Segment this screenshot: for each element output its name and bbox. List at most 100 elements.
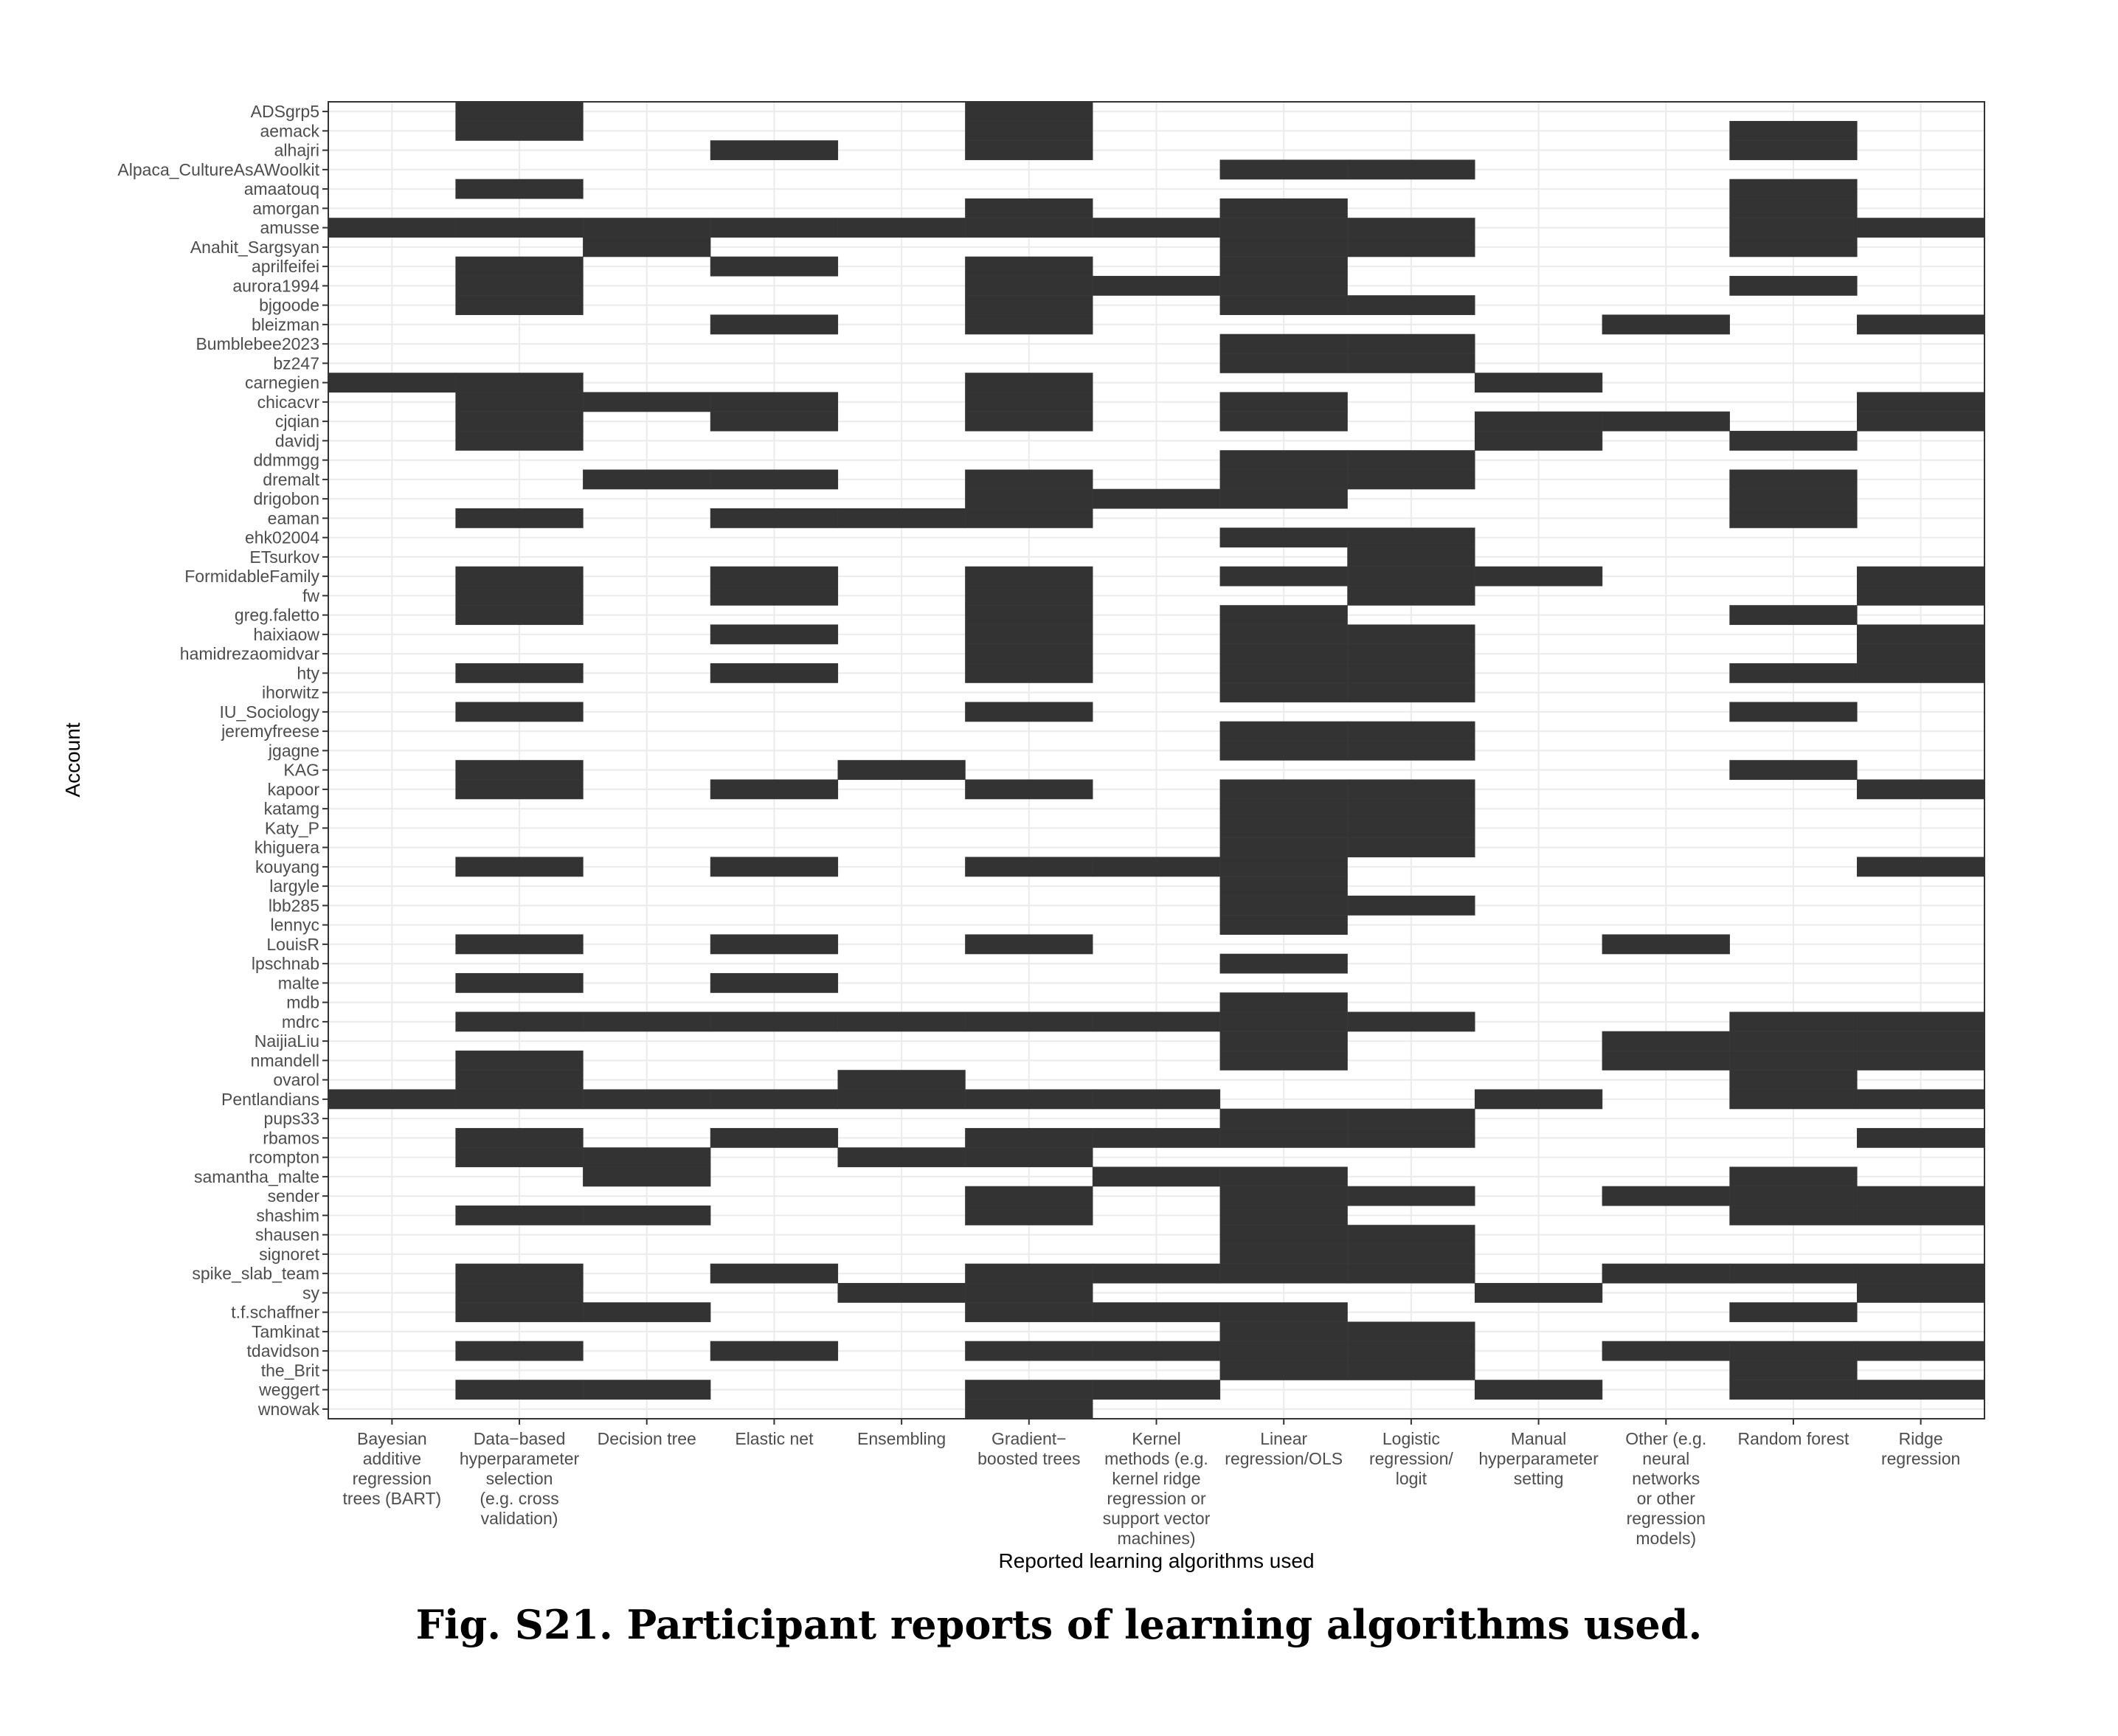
x-tick-label-line: models) [1636, 1529, 1696, 1548]
x-tick-label: Gradient− boosted trees [977, 1429, 1080, 1468]
heatmap-cell [710, 585, 839, 606]
heatmap-cell [710, 663, 839, 683]
heatmap-cell [1857, 663, 1985, 683]
x-tick-label-line: regression [1881, 1449, 1960, 1468]
x-tick-label-line: Ensembling [857, 1429, 946, 1448]
heatmap-cell [1857, 1031, 1985, 1051]
y-tick-label: carnegien [245, 373, 319, 392]
heatmap-cell [1219, 1321, 1348, 1342]
heatmap-cell [1219, 159, 1348, 180]
heatmap-cell [583, 218, 711, 238]
y-tick-label: lpschnab [252, 954, 319, 973]
heatmap-cell [455, 411, 584, 432]
heatmap-cell [1219, 1302, 1348, 1323]
y-tick-label: Katy_P [265, 818, 319, 837]
heatmap-cell [1219, 566, 1348, 587]
heatmap-cell [1219, 1263, 1348, 1284]
x-axis-title: Reported learning algorithms used [998, 1549, 1314, 1572]
heatmap-cell [1219, 1127, 1348, 1148]
y-tick-label: nmandell [251, 1051, 319, 1070]
heatmap-cell [1602, 1263, 1730, 1284]
y-tick-label: largyle [269, 876, 319, 896]
heatmap-cell [1857, 218, 1985, 238]
heatmap-cell [1219, 953, 1348, 974]
x-tick-label-line: logit [1396, 1469, 1427, 1488]
heatmap-cell [1474, 1380, 1603, 1400]
heatmap-cell [965, 1186, 1093, 1206]
heatmap-cell [710, 1341, 839, 1361]
y-tick-label: sender [268, 1186, 320, 1206]
heatmap-cell [1857, 1089, 1985, 1110]
x-tick-label: Manual hyperparameter setting [1478, 1429, 1599, 1488]
x-tick-label-line: methods (e.g. [1104, 1449, 1208, 1468]
heatmap-cell [1219, 256, 1348, 277]
heatmap-cell [1857, 779, 1985, 800]
heatmap-cell [455, 373, 584, 393]
heatmap-cell [455, 566, 584, 587]
x-tick-label-line: Logistic [1382, 1429, 1440, 1448]
heatmap-cell [965, 411, 1093, 432]
heatmap-cell [1347, 1127, 1475, 1148]
heatmap-cell [1602, 1050, 1730, 1071]
x-tick-label-line: regression/OLS [1225, 1449, 1343, 1468]
y-tick-label: haixiaow [254, 625, 320, 644]
heatmap-cell [1219, 1050, 1348, 1071]
x-tick-label-line: regression [353, 1469, 432, 1488]
y-tick-label: samantha_malte [194, 1167, 319, 1186]
heatmap-cell [1347, 1321, 1475, 1342]
heatmap-cell [1602, 1341, 1730, 1361]
x-tick-label-line: additive [363, 1449, 421, 1468]
heatmap-cell [583, 1089, 711, 1110]
x-tick-label-line: regression or [1107, 1489, 1206, 1508]
y-tick-label: dremalt [263, 470, 319, 489]
heatmap-cell [455, 1147, 584, 1168]
heatmap-cell [1219, 682, 1348, 703]
heatmap-cell [1729, 469, 1858, 490]
heatmap-cell [1729, 275, 1858, 296]
heatmap-cell [1219, 817, 1348, 838]
heatmap-cell [1729, 1050, 1858, 1071]
heatmap-cell [837, 760, 966, 781]
heatmap-cell [1219, 469, 1348, 490]
heatmap-cell [1347, 798, 1475, 819]
heatmap-cell [965, 1147, 1093, 1168]
heatmap-cell [1729, 1360, 1858, 1380]
heatmap-cell [1857, 1380, 1985, 1400]
heatmap-cell [710, 392, 839, 412]
heatmap-cell [1347, 624, 1475, 645]
heatmap-cell [1219, 740, 1348, 761]
heatmap-cell [1347, 643, 1475, 664]
heatmap-cell [328, 218, 456, 238]
x-tick-label-line: Manual [1511, 1429, 1566, 1448]
heatmap-cell [328, 1089, 456, 1110]
y-tick-label: ovarol [273, 1071, 319, 1090]
heatmap-cell [965, 488, 1093, 509]
heatmap-cell [965, 140, 1093, 161]
y-tick-label: ddmmgg [254, 451, 319, 470]
heatmap-cell [1729, 1186, 1858, 1206]
heatmap-cell [710, 934, 839, 955]
y-tick-label: bleizman [252, 315, 319, 334]
heatmap-cell [965, 702, 1093, 722]
heatmap-cell [1474, 566, 1603, 587]
heatmap-cell [1857, 585, 1985, 606]
y-tick-label: bjgoode [259, 296, 319, 315]
heatmap-cell [837, 1147, 966, 1168]
heatmap-cell [965, 469, 1093, 490]
heatmap-cell [1219, 876, 1348, 896]
x-tick-label: Bayesian additive regression trees (BART) [342, 1429, 441, 1508]
heatmap-cell [1219, 411, 1348, 432]
heatmap-cell [1219, 915, 1348, 936]
heatmap-cell [1347, 740, 1475, 761]
x-tick-label: Elastic net [735, 1429, 814, 1448]
heatmap-cell [455, 972, 584, 993]
y-tick-label: rcompton [249, 1148, 319, 1167]
y-tick-label: eaman [268, 508, 319, 528]
heatmap-cell [1219, 450, 1348, 471]
heatmap-cell [965, 1263, 1093, 1284]
heatmap-cell [1347, 663, 1475, 683]
x-tick-label-line: Random forest [1738, 1429, 1849, 1448]
x-tick-label-line: or other [1637, 1489, 1696, 1508]
heatmap-cell [1347, 528, 1475, 548]
x-tick-label-line: Bayesian [357, 1429, 427, 1448]
